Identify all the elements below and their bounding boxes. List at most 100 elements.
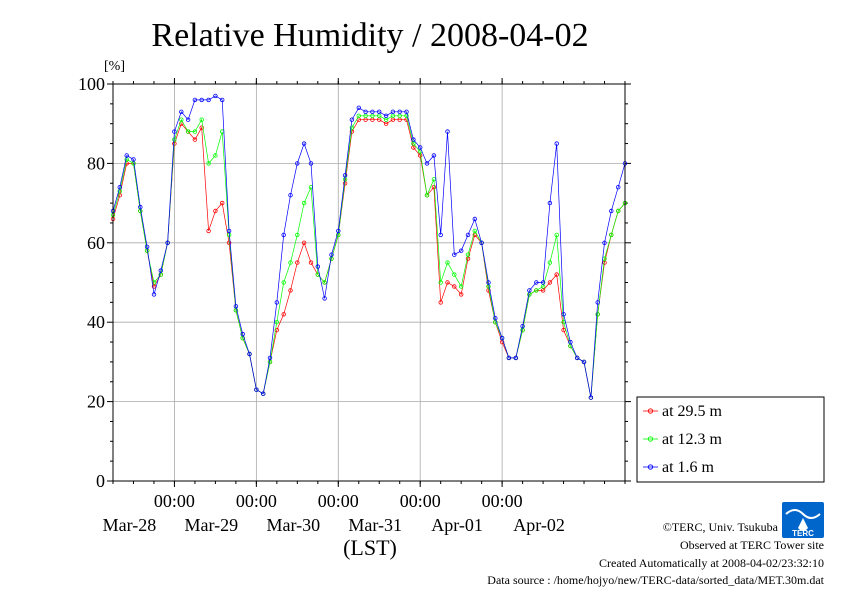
data-point xyxy=(295,232,300,238)
data-point xyxy=(561,312,566,317)
data-point xyxy=(540,284,546,289)
created-text: Created Automatically at 2008-04-02/23:3… xyxy=(599,556,824,570)
terc-logo: TERC xyxy=(782,502,824,538)
data-point xyxy=(301,141,307,146)
x-date-label: Apr-02 xyxy=(513,515,565,535)
data-point xyxy=(281,312,286,317)
y-tick-label: 100 xyxy=(78,74,105,94)
data-point xyxy=(486,284,491,289)
data-point xyxy=(499,335,505,341)
legend-swatch-marker xyxy=(647,436,654,442)
data-point xyxy=(547,260,553,265)
data-point xyxy=(295,161,300,166)
data-point xyxy=(540,280,546,285)
data-point xyxy=(609,208,614,214)
data-point xyxy=(349,125,355,130)
data-point xyxy=(192,129,198,134)
x-time-label: 00:00 xyxy=(236,491,277,511)
data-point xyxy=(185,129,191,134)
data-point xyxy=(213,208,218,214)
data-point xyxy=(363,109,368,114)
data-point xyxy=(493,316,498,321)
data-point xyxy=(452,252,457,257)
data-point xyxy=(172,129,177,134)
data-point xyxy=(575,355,580,361)
data-point xyxy=(308,161,314,166)
x-time-label: 00:00 xyxy=(400,491,441,511)
data-point xyxy=(322,280,327,285)
legend-label: at 1.6 m xyxy=(662,459,715,476)
x-time-label: 00:00 xyxy=(154,491,195,511)
data-point xyxy=(527,292,532,297)
data-point xyxy=(322,296,327,301)
data-point xyxy=(493,320,498,325)
data-point xyxy=(233,304,239,309)
data-point xyxy=(445,260,450,265)
legend-box xyxy=(636,396,825,483)
data-point xyxy=(616,184,621,190)
data-point xyxy=(219,97,225,103)
data-point xyxy=(547,280,553,285)
legend-label: at 29.5 m xyxy=(662,403,723,420)
data-point xyxy=(199,97,204,103)
data-point xyxy=(213,93,218,99)
y-tick-label: 80 xyxy=(87,153,105,173)
data-point xyxy=(595,300,600,305)
data-point xyxy=(472,216,477,222)
data-point xyxy=(336,228,341,234)
data-point xyxy=(206,97,211,103)
data-point xyxy=(499,339,505,345)
grid-lines xyxy=(113,84,625,481)
source-text: Data source : /home/hojyo/new/TERC-data/… xyxy=(487,573,824,587)
data-point xyxy=(561,327,566,333)
data-point xyxy=(383,113,389,118)
data-point xyxy=(226,228,232,234)
data-point xyxy=(459,284,464,289)
data-point xyxy=(445,280,450,285)
data-point xyxy=(342,173,348,178)
data-point xyxy=(506,355,512,361)
data-point xyxy=(117,184,122,190)
data-point xyxy=(534,288,539,293)
data-point xyxy=(602,240,607,245)
data-point xyxy=(158,272,163,277)
data-point xyxy=(404,109,409,114)
chart-title: Relative Humidity / 2008-04-02 xyxy=(151,17,588,54)
data-point xyxy=(226,240,232,245)
data-point xyxy=(329,252,334,257)
series-line xyxy=(112,119,626,398)
x-date-label: Mar-30 xyxy=(266,515,320,535)
data-point xyxy=(206,228,211,234)
data-point xyxy=(452,272,457,277)
data-point xyxy=(465,232,471,238)
data-point xyxy=(192,97,198,103)
data-point xyxy=(295,260,300,265)
data-point xyxy=(547,200,553,206)
legend-swatch-marker xyxy=(647,464,654,470)
x-axis-label: (LST) xyxy=(343,535,397,560)
data-point xyxy=(288,260,293,265)
data-point xyxy=(438,280,443,285)
data-point xyxy=(465,256,471,261)
x-date-label: Apr-01 xyxy=(431,515,483,535)
data-point xyxy=(349,117,355,122)
data-point xyxy=(472,228,477,234)
data-point xyxy=(254,387,259,392)
data-point xyxy=(431,153,437,158)
data-series xyxy=(110,93,628,400)
data-point xyxy=(274,327,279,333)
data-point xyxy=(534,280,539,285)
data-point xyxy=(554,272,559,277)
data-point xyxy=(281,280,286,285)
data-point xyxy=(151,284,157,289)
data-point xyxy=(520,324,525,329)
data-point xyxy=(424,161,430,166)
data-point xyxy=(124,153,129,158)
legend-label: at 12.3 m xyxy=(662,431,723,448)
data-point xyxy=(438,300,443,305)
observed-text: Observed at TERC Tower site xyxy=(679,538,824,552)
y-tick-label: 60 xyxy=(87,233,105,253)
data-point xyxy=(465,252,471,257)
y-axis-label: [%] xyxy=(104,59,125,74)
